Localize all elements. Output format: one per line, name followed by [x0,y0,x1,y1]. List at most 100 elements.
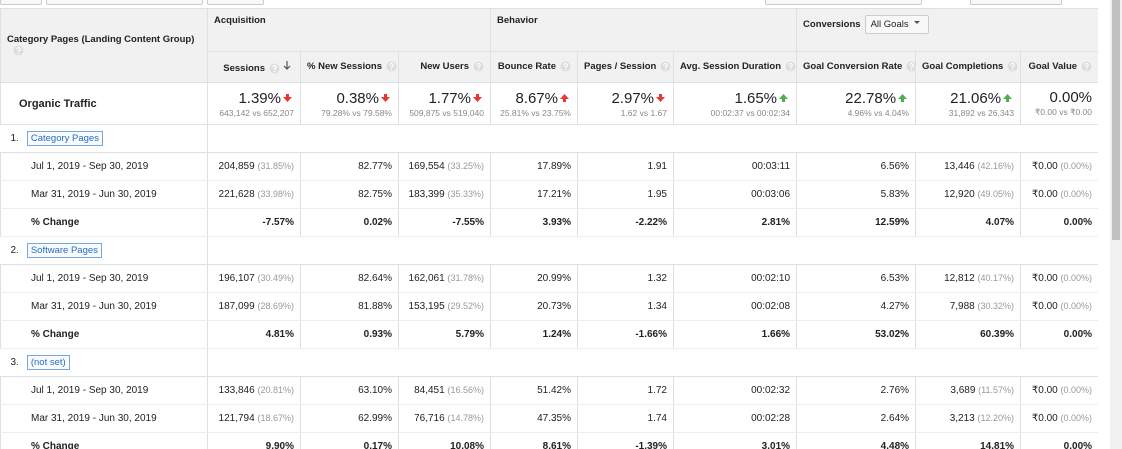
data-cell: 84,451 (16.56%) [398,376,491,405]
help-icon [1007,61,1018,72]
toolbar-button[interactable] [970,0,1062,5]
cell-value: 4.48% [880,441,910,449]
data-cell: 1.91 [577,152,674,181]
data-cell: 12,812 (40.17%) [915,264,1022,293]
dimension-header: Category Pages (Landing Content Group) [0,8,208,83]
summary-change-line: 1.39% [214,90,294,107]
cell-value: 82.77% [358,161,392,172]
help-wrap [9,45,24,57]
cell-value: ₹0.00 [1031,385,1058,396]
cell-value: 133,846 [218,385,255,396]
data-row: % Change 9.90% 0.17% 10.08% 8.61% -1.39% 3.01%… [0,432,1098,449]
goal-select[interactable]: All Goals [864,15,929,34]
column-header[interactable]: New Users [398,51,491,83]
report-table-wrap: Category Pages (Landing Content Group) Ac… [0,8,1098,449]
data-cell: 0.02% [300,208,399,237]
metric-group: Behavior [489,8,798,52]
data-cell: 4.27% [796,292,917,321]
data-row: Mar 31, 2019 - Jun 30, 2019 221,628 (33.9… [0,180,1098,209]
cell-value: 81.88% [358,301,392,312]
group-link[interactable]: Category Pages [26,131,103,146]
cell-value: 63.10% [358,385,392,396]
row-label: Mar 31, 2019 - Jun 30, 2019 [0,180,208,209]
column-header[interactable]: Sessions [207,51,301,83]
row-label: Mar 31, 2019 - Jun 30, 2019 [0,292,208,321]
group-index: 3. [10,357,19,368]
data-cell: -7.57% [207,208,301,237]
data-cell: 1.32 [577,264,674,293]
cell-value: ₹0.00 [1031,301,1058,312]
data-cell: 3,689 (11.57%) [915,376,1022,405]
group-fill [207,348,1098,377]
toolbar-button[interactable] [46,0,203,5]
row-label: Mar 31, 2019 - Jun 30, 2019 [0,404,208,433]
data-cell: 2.64% [796,404,917,433]
cell-value: 00:03:06 [751,189,791,200]
group-link[interactable]: Software Pages [26,243,102,258]
data-cell: 187,099 (28.69%) [207,292,301,321]
dimension-title: Category Pages (Landing Content Group) [7,34,195,46]
cell-share: (0.00%) [1060,161,1093,171]
toolbar-button[interactable] [765,0,922,5]
row-label: Jul 1, 2019 - Sep 30, 2019 [0,264,208,293]
dropdown-caret [913,21,920,24]
summary-compare: 643,142 vs 652,207 [219,107,294,118]
column-header[interactable]: Avg. Session Duration [672,51,798,83]
data-cell: 3.01% [672,432,798,449]
column-header[interactable]: Bounce Rate [490,51,578,83]
data-row: Jul 1, 2019 - Sep 30, 2019 196,107 (30.49… [0,264,1098,293]
data-cell: -1.66% [577,320,674,349]
cell-value: 5.83% [880,189,910,200]
data-cell: 13,446 (42.16%) [915,152,1022,181]
data-cell: 00:02:32 [672,376,798,405]
data-cell: 121,794 (18.67%) [207,404,301,433]
cell-value: -7.57% [262,217,294,228]
cell-share: (33.98%) [257,189,294,199]
help-icon [906,61,915,72]
cell-value: ₹0.00 [1031,161,1058,172]
cell-value: 82.64% [358,273,392,284]
cell-value: 169,554 [408,161,445,172]
cell-value: ₹0.00 [1031,189,1058,200]
data-cell: -7.55% [398,208,491,237]
data-cell: 0.00% [1020,208,1098,237]
trend-arrow [898,93,908,102]
data-cell: 20.73% [490,292,578,321]
toolbar-button[interactable] [207,0,264,5]
column-header[interactable]: Goal Completions [915,51,1022,83]
scrollbar[interactable] [1110,0,1122,449]
cell-value: 0.93% [363,329,392,340]
summary-change-line: 21.06% [922,90,1014,107]
data-cell: 162,061 (31.78%) [398,264,491,293]
data-row: Mar 31, 2019 - Jun 30, 2019 121,794 (18.6… [0,404,1098,433]
summary-change-line: 0.00% [1027,89,1092,106]
data-cell: 00:02:10 [672,264,798,293]
cell-share: (49.05%) [977,189,1015,199]
cell-value: 9.90% [265,441,294,449]
column-label: Sessions [223,63,265,74]
cell-value: 3,213 [949,413,975,424]
summary-change: 8.67% [515,89,558,107]
cell-share: (0.00%) [1060,301,1093,311]
data-cell: 2.76% [796,376,917,405]
data-cell: 12.59% [796,208,917,237]
data-row: Mar 31, 2019 - Jun 30, 2019 187,099 (28.6… [0,292,1098,321]
cell-value: 3,689 [950,385,976,396]
toolbar-button[interactable] [0,0,42,5]
cell-value: 47.35% [537,413,571,424]
column-header[interactable]: Goal Value [1020,51,1098,83]
cell-value: 4.07% [985,217,1015,228]
scroll-thumb[interactable] [1112,0,1120,240]
group-link[interactable]: (not set) [26,355,70,370]
trend-arrow [779,93,789,102]
cell-value: -1.66% [635,329,667,340]
help-icon [269,63,280,74]
data-cell: 9.90% [207,432,301,449]
column-header[interactable]: % New Sessions [300,51,399,83]
data-cell: 221,628 (33.98%) [207,180,301,209]
cell-value: 3.01% [761,441,791,449]
column-header[interactable]: Pages / Session [577,51,674,83]
column-header[interactable]: Goal Conversion Rate [796,51,917,83]
cell-value: 1.74 [647,413,667,424]
cell-value: 20.99% [537,273,571,284]
